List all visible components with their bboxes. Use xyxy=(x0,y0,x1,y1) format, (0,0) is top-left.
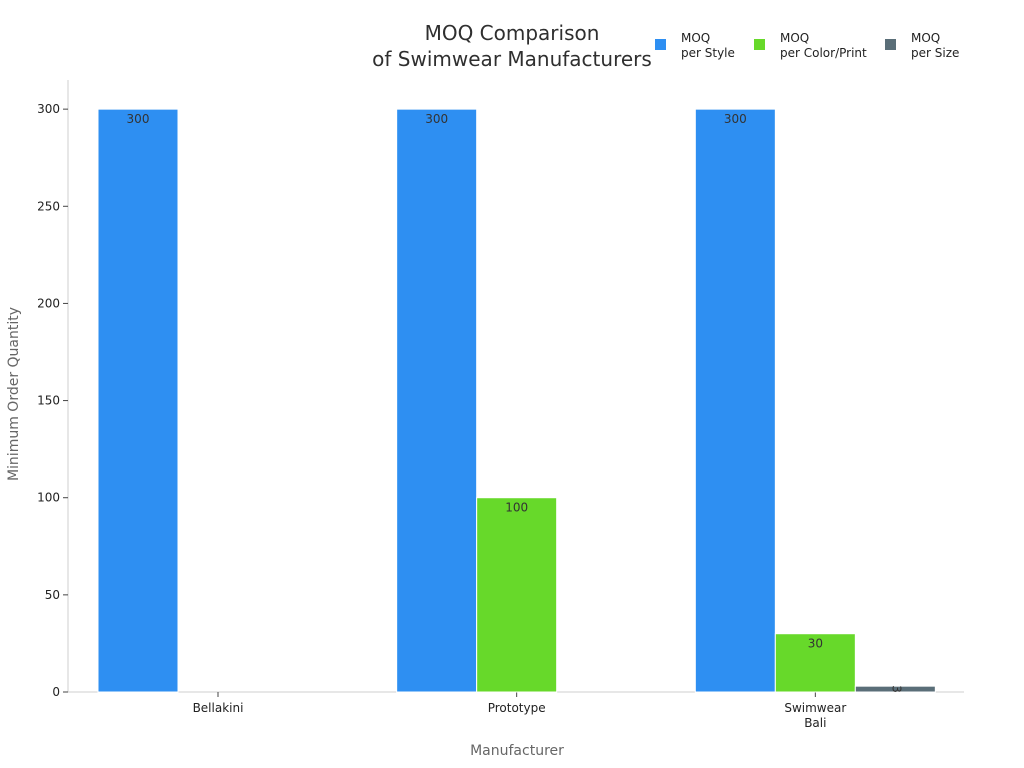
bar-data-label: 300 xyxy=(127,112,150,126)
legend-label: MOQ per Color/Print xyxy=(780,31,867,60)
chart-title-line-1: of Swimwear Manufacturers xyxy=(372,47,652,71)
x-tick-label-line-0: Bellakini xyxy=(193,701,244,715)
bar[interactable] xyxy=(476,497,558,693)
legend-label: MOQ per Style xyxy=(681,31,735,60)
legend-swatch[interactable] xyxy=(885,39,896,50)
legend-label-line-1: per Style xyxy=(681,46,735,60)
x-tick-label: Swimwear Bali xyxy=(784,701,846,730)
legend-label-line-1: per Size xyxy=(911,46,959,60)
x-tick-label-line-0: Swimwear xyxy=(784,701,846,715)
legend-swatch[interactable] xyxy=(754,39,765,50)
x-tick-label: Bellakini xyxy=(193,701,244,715)
bar-data-label: 300 xyxy=(724,112,747,126)
x-axis-title: Manufacturer xyxy=(470,743,564,759)
y-tick-label: 300 xyxy=(37,102,60,116)
bar[interactable] xyxy=(854,685,936,693)
bar-data-label: 3 xyxy=(889,685,903,693)
bar[interactable] xyxy=(396,108,478,693)
x-tick-label-line-1: Bali xyxy=(804,716,826,730)
bar[interactable] xyxy=(694,108,776,693)
y-tick-label: 250 xyxy=(37,199,60,213)
bar-data-label: 100 xyxy=(505,501,528,515)
chart-title-line-0: MOQ Comparison xyxy=(425,21,600,45)
y-tick-label: 100 xyxy=(37,491,60,505)
y-axis-title: Minimum Order Quantity xyxy=(6,307,22,481)
legend-swatch[interactable] xyxy=(655,39,666,50)
legend-label-line-0: MOQ xyxy=(911,31,940,45)
legend-label-line-0: MOQ xyxy=(681,31,710,45)
x-tick-label: Prototype xyxy=(488,701,546,715)
y-tick-label: 200 xyxy=(37,296,60,310)
legend-label-line-1: per Color/Print xyxy=(780,46,867,60)
bar[interactable] xyxy=(97,108,179,693)
x-tick-label-line-0: Prototype xyxy=(488,701,546,715)
y-tick-label: 0 xyxy=(52,685,60,699)
legend-label-line-0: MOQ xyxy=(780,31,809,45)
bar-data-label: 300 xyxy=(425,112,448,126)
y-tick-label: 150 xyxy=(37,394,60,408)
chart-title: MOQ Comparison of Swimwear Manufacturers xyxy=(372,21,652,71)
bar[interactable] xyxy=(774,633,856,693)
legend-label: MOQ per Size xyxy=(911,31,959,60)
bar-data-label: 30 xyxy=(808,637,823,651)
y-tick-label: 50 xyxy=(45,588,60,602)
